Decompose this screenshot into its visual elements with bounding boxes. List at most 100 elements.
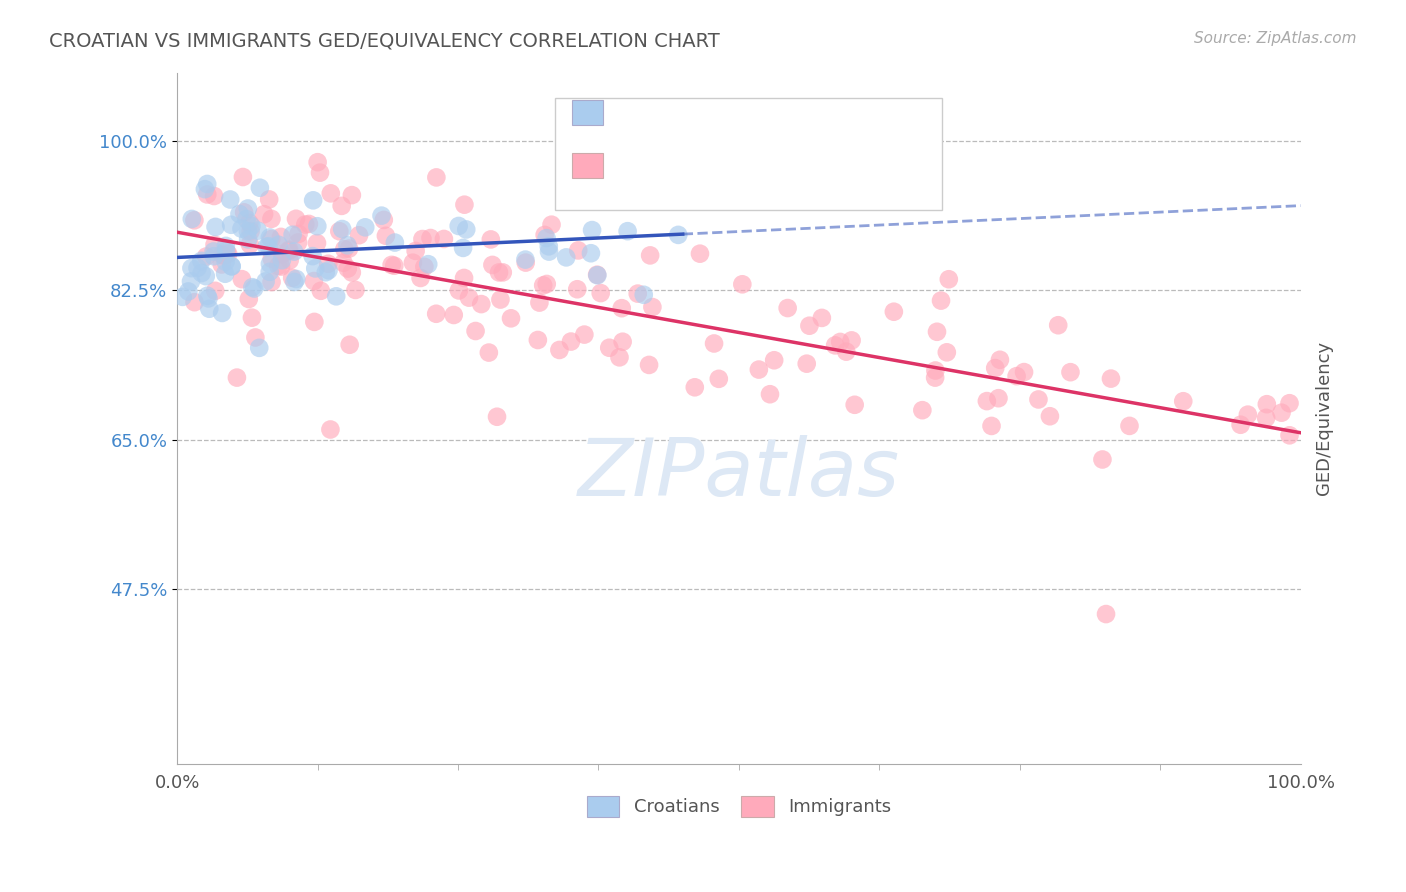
Point [172,290,194,304]
Point [304,315,326,329]
Point [579,246,602,260]
Point [235,212,257,227]
Point [253,207,276,221]
Point [211,306,233,320]
Point [232,169,254,184]
Text: 79: 79 [804,104,830,122]
Point [256,240,278,254]
Point [447,284,470,298]
Point [211,247,233,261]
Point [612,167,634,181]
Point [330,222,353,236]
Point [294,218,316,232]
Point [249,180,271,194]
Point [332,256,354,270]
Point [531,278,554,293]
Point [418,257,440,271]
Point [911,403,934,417]
Point [402,256,425,270]
Point [212,249,235,263]
Point [464,324,486,338]
Point [413,260,436,274]
Point [233,205,256,219]
Point [270,253,292,268]
Legend: Croatians, Immigrants: Croatians, Immigrants [579,789,898,824]
Point [451,241,474,255]
Point [776,301,799,315]
Point [453,271,475,285]
Point [1099,371,1122,385]
Point [260,275,283,289]
Point [1012,365,1035,379]
Point [238,216,260,230]
Point [841,334,863,348]
Point [278,243,301,257]
Text: 0.138: 0.138 [675,104,733,122]
Point [830,334,852,349]
Point [180,211,202,226]
Point [627,286,650,301]
Point [281,227,304,242]
Point [259,265,281,279]
Point [277,244,299,258]
Point [267,237,290,252]
Point [254,275,277,289]
Point [924,363,946,377]
Point [183,213,205,227]
Point [1091,452,1114,467]
Point [370,209,392,223]
Text: ZIPatlas: ZIPatlas [578,434,900,513]
Point [1270,406,1292,420]
Point [215,239,238,253]
Point [555,251,578,265]
Point [340,188,363,202]
Point [302,274,325,288]
Text: R =: R = [614,104,648,122]
Point [731,277,754,292]
Point [259,257,281,271]
Point [1005,369,1028,384]
Point [1173,394,1195,409]
Point [515,255,537,269]
Point [260,232,283,246]
Point [316,257,339,271]
Point [315,265,337,279]
Point [215,254,238,268]
Text: Source: ZipAtlas.com: Source: ZipAtlas.com [1194,31,1357,46]
Point [259,230,281,244]
Point [925,325,948,339]
Point [987,391,1010,405]
Point [354,220,377,235]
Point [195,289,218,303]
Point [492,265,515,279]
Point [536,277,558,291]
Point [610,301,633,315]
Point [384,235,406,250]
Point [219,193,242,207]
Point [799,318,821,333]
Point [260,252,283,266]
Point [883,304,905,318]
Point [217,247,239,261]
Point [180,261,202,276]
Point [381,258,404,272]
Point [245,330,267,344]
Point [330,199,353,213]
Point [239,224,262,238]
Text: 159: 159 [804,158,842,176]
Point [337,242,360,256]
Point [638,248,661,262]
Point [215,244,238,258]
Point [405,244,427,258]
Point [456,222,478,236]
Point [707,372,730,386]
Point [419,231,441,245]
Point [1229,417,1251,432]
Point [257,239,280,253]
Point [221,259,243,273]
Point [411,232,433,246]
Point [333,242,356,256]
Point [195,177,218,191]
Point [443,308,465,322]
Point [202,189,225,203]
